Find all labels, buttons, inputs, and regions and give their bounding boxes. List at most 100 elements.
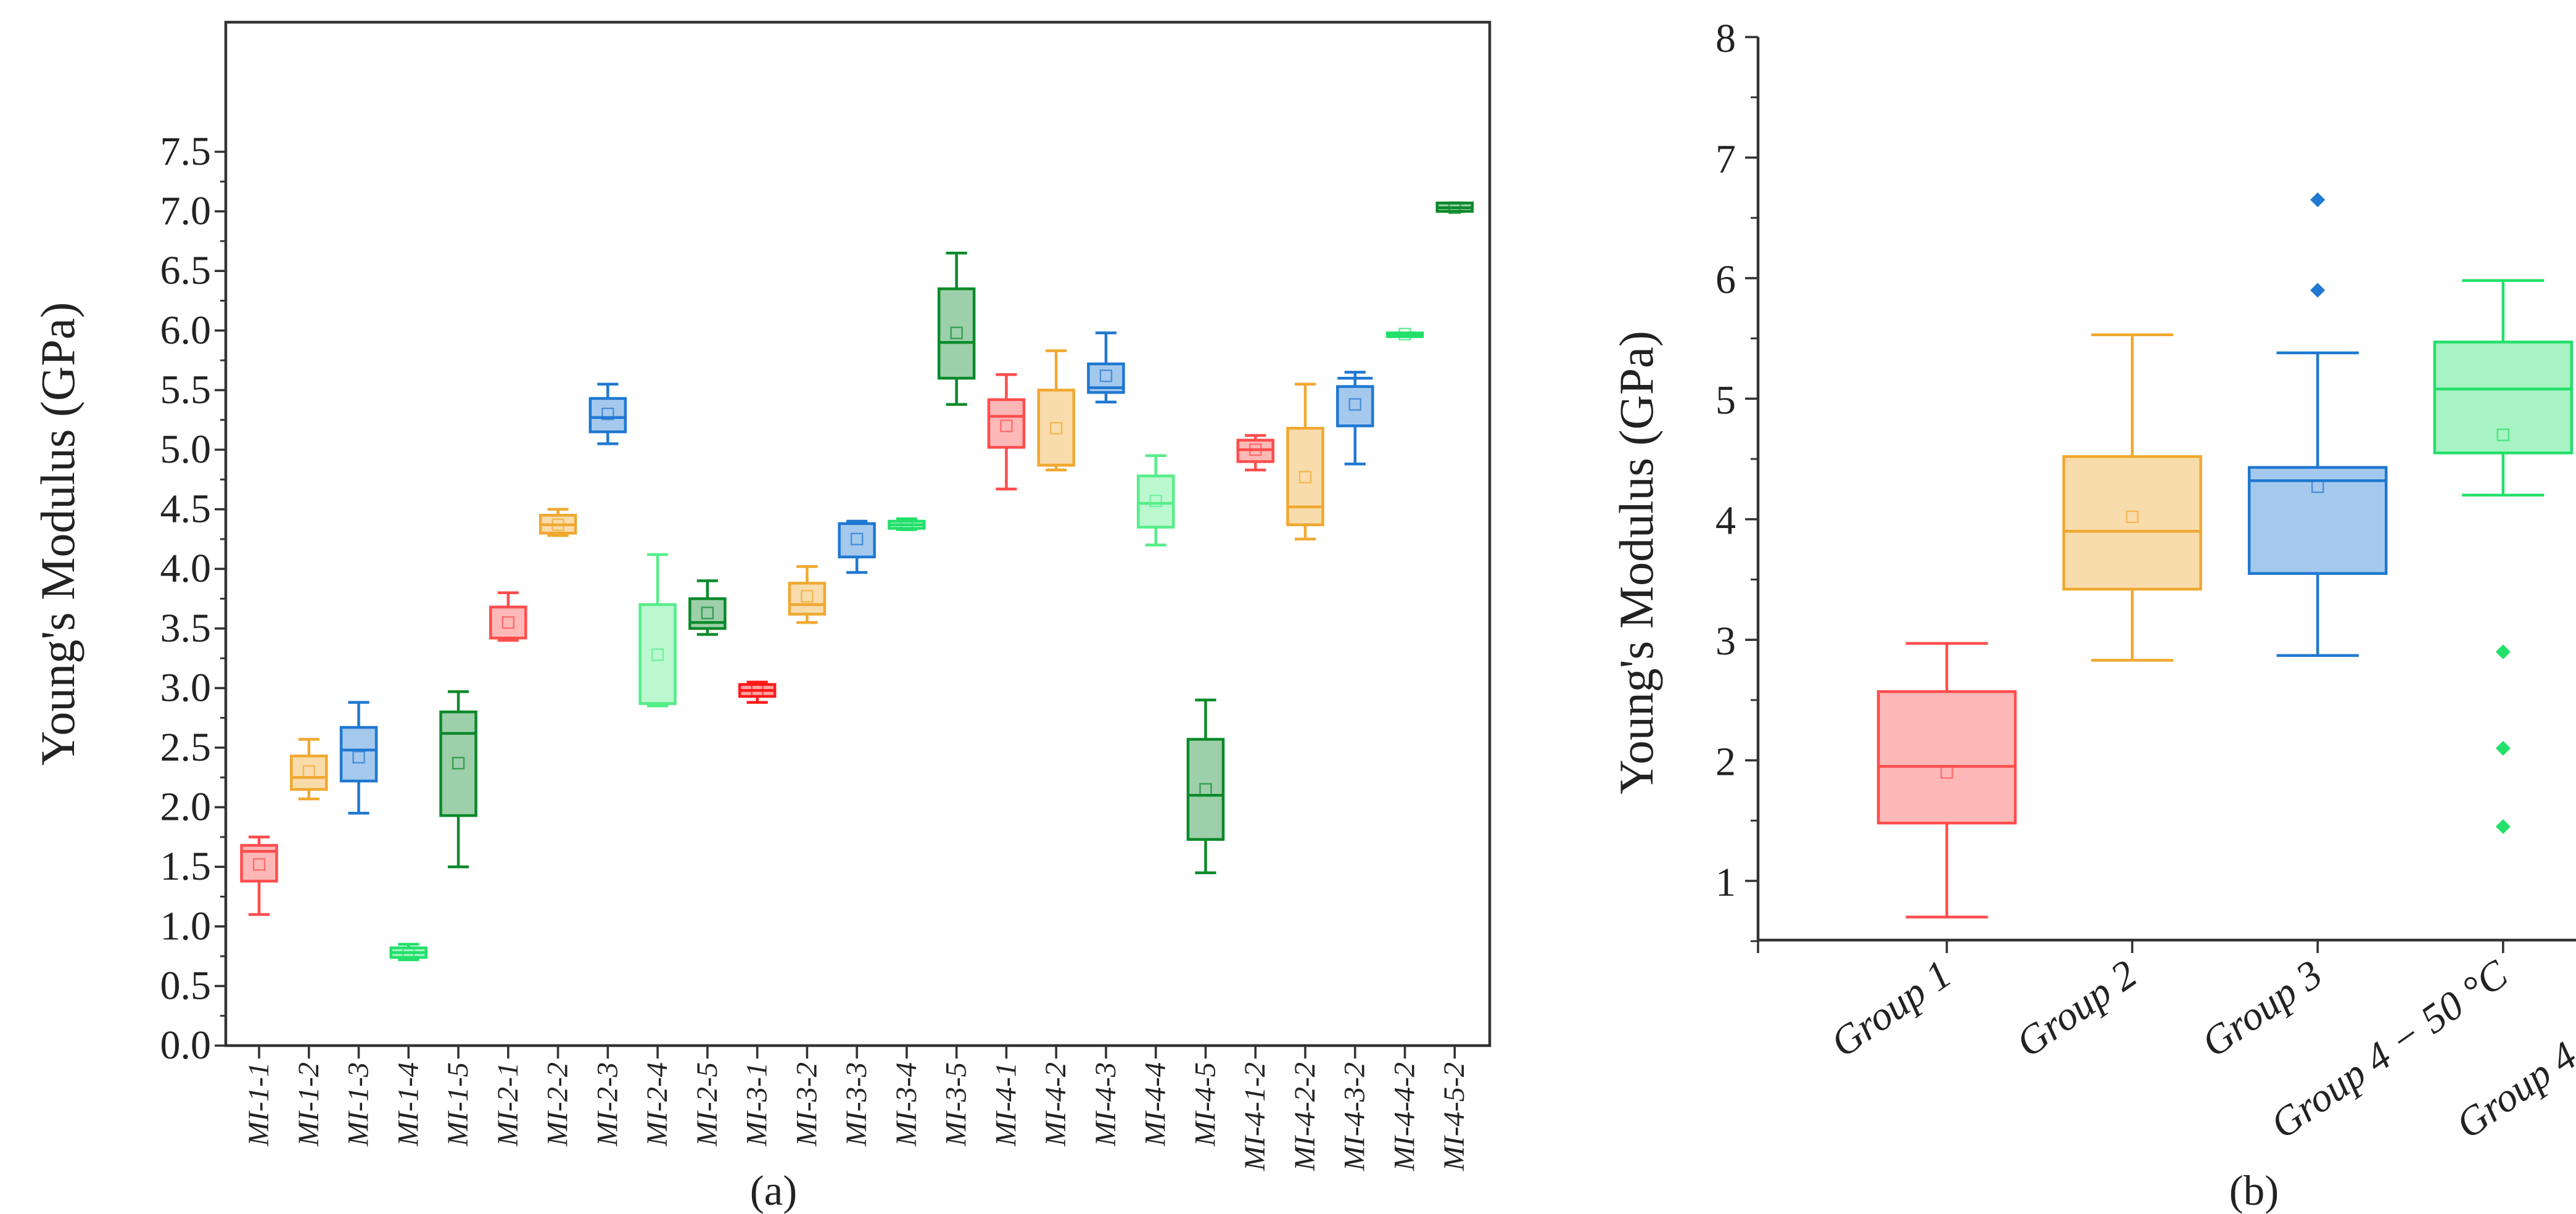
box-MI-1-2 [290, 738, 328, 801]
y-axis-title: Young's Modulus (GPa) [31, 302, 85, 766]
x-tick-label: MI-4-4-2 [1388, 1062, 1421, 1171]
mean-marker [900, 518, 914, 531]
mean-marker [1049, 422, 1063, 435]
box-MI-4-4-2 [1385, 328, 1424, 341]
box-MI-2-4 [638, 553, 677, 708]
y-tick-label: 4.0 [160, 546, 212, 591]
box-iqr [290, 754, 328, 791]
box-iqr [588, 397, 627, 434]
mean-marker [402, 946, 415, 959]
mean-marker [1199, 783, 1212, 796]
y-tick-label: 2.5 [160, 725, 212, 770]
panel-a: 0.0 0.5 1.0 1.5 2.0 2.5 3.0 3.5 4.0 4.5 5.0 5.5 6.0 6… [31, 20, 1492, 1171]
x-tick-label: MI-2-2 [542, 1062, 574, 1147]
mean-marker [1249, 443, 1262, 456]
x-tick-label: MI-2-3 [591, 1062, 624, 1147]
y-tick-label: 1.5 [160, 844, 212, 889]
box-MI-4-2 [1037, 349, 1075, 472]
x-tick-label: MI-1-4 [392, 1062, 424, 1147]
y-tick-label: 5.0 [160, 427, 212, 472]
box-iqr [1186, 738, 1225, 841]
y-tick-label: 8 [1715, 16, 1736, 61]
y-tick-label: 5 [1715, 378, 1736, 423]
box-iqr [937, 287, 976, 380]
x-tick-label: MI-3-1 [741, 1062, 774, 1147]
x-tick-label: MI-2-5 [691, 1062, 724, 1147]
box-MI-1-3 [339, 701, 378, 815]
mean-marker [1000, 419, 1013, 432]
panel-label-b: (b) [2229, 1167, 2279, 1214]
box-iqr [688, 597, 727, 630]
y-tick-label: 2 [1715, 740, 1736, 785]
x-tick-label: MI-1-1 [242, 1062, 275, 1147]
x-tick-label: MI-4-3-2 [1339, 1062, 1371, 1171]
box-MI-1-4 [389, 943, 428, 962]
box-iqr [2433, 341, 2574, 455]
mean-marker [1099, 370, 1113, 382]
box-MI-4-4 [1136, 454, 1175, 547]
box-MI-4-1-2 [1236, 434, 1274, 472]
mean-marker [452, 756, 465, 770]
x-tick-label: Group 1 [1823, 951, 1960, 1066]
mean-marker [502, 616, 515, 629]
mean-marker [2311, 480, 2324, 493]
mean-marker [651, 648, 664, 661]
box-MI-3-1 [738, 680, 777, 704]
x-tick-label: MI-1-2 [292, 1062, 325, 1147]
box-iqr [638, 603, 677, 705]
x-tick-label: MI-4-3 [1089, 1062, 1122, 1147]
x-tick-label: MI-2-4 [641, 1062, 674, 1147]
box-MI-4-5 [1186, 698, 1225, 875]
box-iqr [1286, 426, 1324, 526]
box-Group 3 [2247, 192, 2388, 657]
outlier-point [2310, 283, 2326, 298]
mean-marker [302, 765, 315, 778]
y-tick-label: 6.0 [160, 308, 212, 353]
mean-marker [1940, 766, 1954, 779]
mean-marker [1448, 201, 1461, 215]
mean-marker [551, 518, 564, 531]
box-iqr [2247, 466, 2388, 575]
y-tick-label: 0.0 [160, 1023, 212, 1068]
y-tick-label: 0.5 [160, 963, 212, 1008]
mean-marker [801, 590, 814, 603]
panel-label-a: (a) [750, 1167, 798, 1214]
x-tick-label: MI-3-5 [940, 1062, 973, 1147]
mean-marker [850, 532, 864, 546]
outlier-point [2310, 192, 2326, 207]
mean-marker [1398, 328, 1411, 341]
x-tick-label: MI-4-2 [1039, 1062, 1072, 1147]
y-tick-label: 2.0 [160, 785, 212, 830]
box-MI-4-2-2 [1286, 382, 1324, 541]
outlier-point [2495, 741, 2511, 756]
x-tick-label: MI-1-5 [442, 1062, 474, 1147]
mean-marker [2496, 428, 2509, 442]
y-tick-label: 3 [1715, 619, 1736, 664]
y-axis-title: Young's Modulus (GPa) [1609, 331, 1663, 795]
mean-marker [950, 326, 963, 339]
box-iqr [987, 398, 1026, 449]
box-MI-3-3 [838, 519, 876, 574]
y-tick-label: 3.5 [160, 606, 212, 651]
box-iqr [788, 582, 827, 616]
outlier-point [2495, 644, 2511, 659]
box-MI-2-1 [489, 591, 527, 642]
box-iqr [1136, 474, 1175, 529]
y-tick-label: 4 [1715, 498, 1736, 543]
mean-marker [1348, 398, 1361, 411]
box-MI-2-5 [688, 579, 727, 636]
x-tick-label: MI-4-4 [1139, 1062, 1172, 1147]
x-tick-label: Group 3 [2194, 951, 2330, 1066]
box-iqr [1037, 389, 1075, 467]
x-tick-label: MI-4-5 [1189, 1062, 1221, 1147]
box-MI-3-5 [937, 251, 976, 406]
box-iqr [439, 710, 477, 817]
box-MI-2-2 [539, 508, 577, 537]
x-tick-label: MI-2-1 [492, 1062, 524, 1147]
y-tick-label: 6 [1715, 257, 1736, 302]
box-iqr [339, 725, 378, 783]
box-MI-1-1 [240, 835, 278, 916]
box-Group 4 − 50 °C [2433, 279, 2574, 835]
box-iqr [838, 522, 876, 559]
box-MI-3-4 [888, 517, 926, 531]
